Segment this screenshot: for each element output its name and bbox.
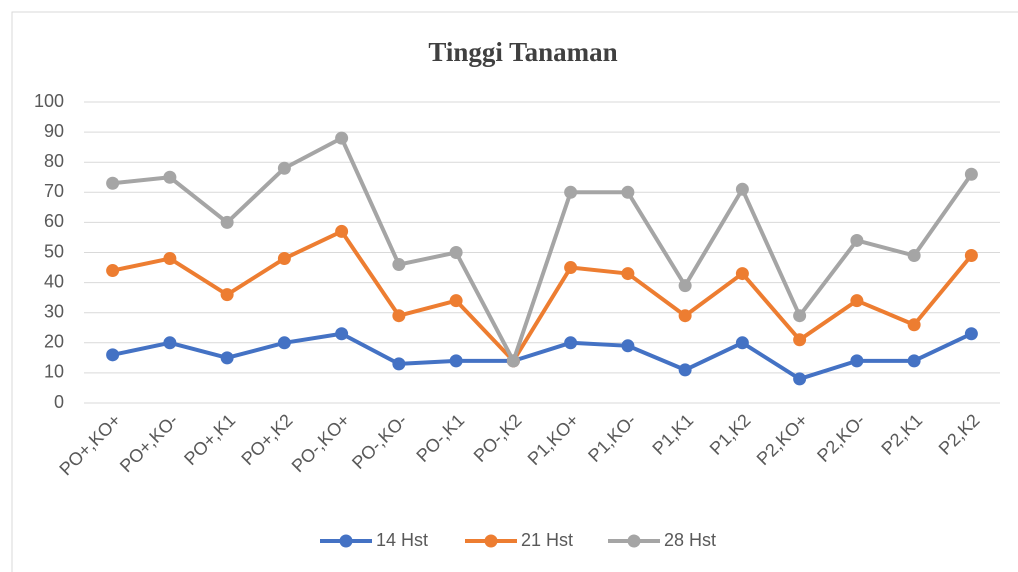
- y-tick-label: 20: [44, 332, 64, 352]
- data-point: [621, 339, 635, 353]
- data-point: [392, 309, 406, 323]
- legend-label: 28 Hst: [664, 530, 716, 550]
- data-point: [678, 279, 692, 293]
- y-tick-label: 0: [54, 392, 64, 412]
- x-tick-label: P1,K1: [648, 410, 697, 459]
- y-tick-label: 50: [44, 241, 64, 261]
- series-line: [112, 331, 973, 381]
- data-point: [850, 233, 864, 247]
- data-point: [907, 249, 921, 263]
- legend-label: 21 Hst: [521, 530, 573, 550]
- legend-marker: [339, 534, 353, 548]
- data-point: [850, 294, 864, 308]
- legend-label: 14 Hst: [376, 530, 428, 550]
- data-point: [335, 131, 349, 145]
- data-point: [621, 185, 635, 199]
- series-line: [112, 229, 973, 363]
- data-point: [907, 354, 921, 368]
- x-tick-label: P1,KO-: [584, 410, 640, 466]
- data-point: [793, 372, 807, 386]
- x-tick-label: PO-,KO-: [348, 410, 411, 473]
- x-tick-label: PO+,KO-: [116, 410, 182, 476]
- data-point: [850, 354, 864, 368]
- x-tick-label: PO+,K2: [237, 410, 296, 469]
- x-tick-label: PO-,K2: [470, 410, 526, 466]
- data-point: [220, 351, 234, 365]
- data-point: [735, 336, 749, 350]
- x-tick-label: P2,K1: [877, 410, 926, 459]
- chart-border: [11, 11, 1018, 572]
- legend-marker: [627, 534, 641, 548]
- data-point: [564, 261, 578, 275]
- y-tick-label: 10: [44, 362, 64, 382]
- y-tick-label: 80: [44, 151, 64, 171]
- data-point: [678, 309, 692, 323]
- data-point: [564, 336, 578, 350]
- x-tick-label: P2,K2: [935, 410, 984, 459]
- data-point: [335, 224, 349, 238]
- data-point: [793, 333, 807, 347]
- data-point: [449, 354, 463, 368]
- y-tick-label: 60: [44, 211, 64, 231]
- data-point: [506, 354, 520, 368]
- x-tick-label: PO-,KO+: [288, 410, 354, 476]
- data-point: [678, 363, 692, 377]
- data-point: [964, 327, 978, 341]
- y-tick-label: 30: [44, 301, 64, 321]
- x-tick-label: P1,K2: [706, 410, 755, 459]
- data-point: [277, 252, 291, 266]
- data-point: [392, 258, 406, 272]
- data-point: [163, 336, 177, 350]
- data-point: [163, 170, 177, 184]
- data-point: [564, 185, 578, 199]
- data-point: [735, 182, 749, 196]
- data-point: [907, 318, 921, 332]
- data-point: [277, 336, 291, 350]
- data-point: [964, 249, 978, 263]
- data-point: [163, 252, 177, 266]
- series-line: [112, 136, 974, 363]
- data-point: [392, 357, 406, 371]
- x-tick-label: P1,KO+: [524, 410, 583, 469]
- data-point: [735, 267, 749, 281]
- chart-title: Tinggi Tanaman: [428, 37, 617, 67]
- data-point: [335, 327, 349, 341]
- data-point: [277, 161, 291, 175]
- legend-marker: [484, 534, 498, 548]
- data-point: [106, 264, 120, 278]
- x-tick-label: P2,KO+: [753, 410, 812, 469]
- x-tick-label: PO+,KO+: [55, 410, 124, 479]
- y-tick-label: 40: [44, 271, 64, 291]
- data-point: [106, 176, 120, 190]
- x-tick-label: P2,KO-: [813, 410, 869, 466]
- data-point: [106, 348, 120, 362]
- data-point: [449, 294, 463, 308]
- data-point: [220, 215, 234, 229]
- y-tick-label: 70: [44, 181, 64, 201]
- y-tick-label: 100: [34, 91, 64, 111]
- data-point: [793, 309, 807, 323]
- data-point: [220, 288, 234, 302]
- data-point: [621, 267, 635, 281]
- data-point: [964, 167, 978, 181]
- y-tick-label: 90: [44, 121, 64, 141]
- data-point: [449, 246, 463, 259]
- x-tick-label: PO+,K1: [180, 410, 239, 469]
- x-tick-label: PO-,K1: [412, 410, 468, 466]
